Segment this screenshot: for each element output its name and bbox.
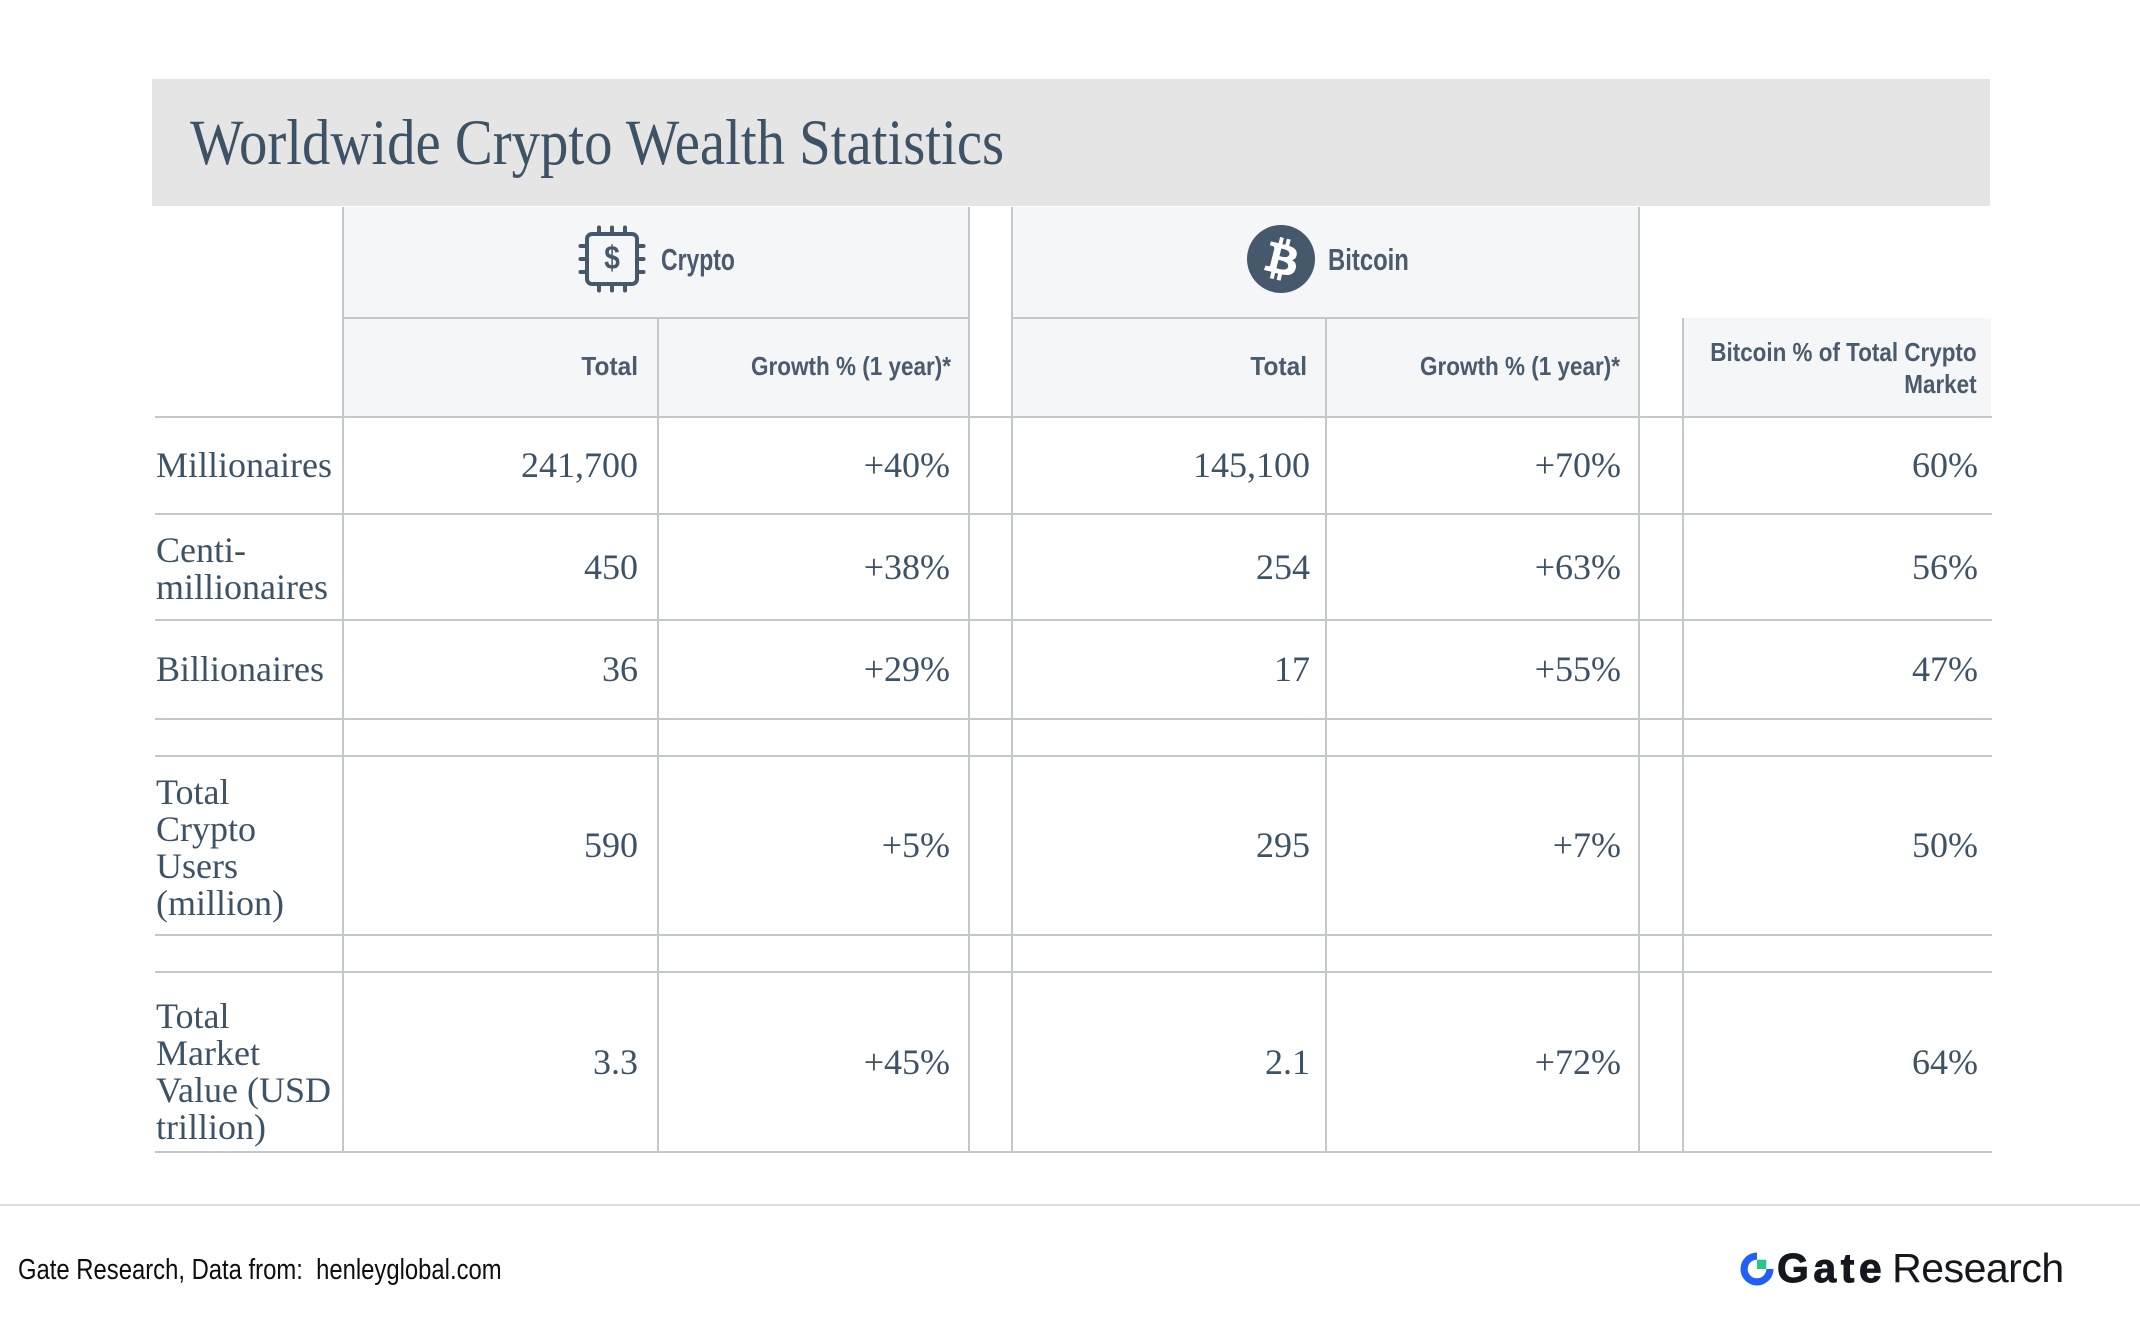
svg-text:$: $ — [604, 240, 620, 277]
